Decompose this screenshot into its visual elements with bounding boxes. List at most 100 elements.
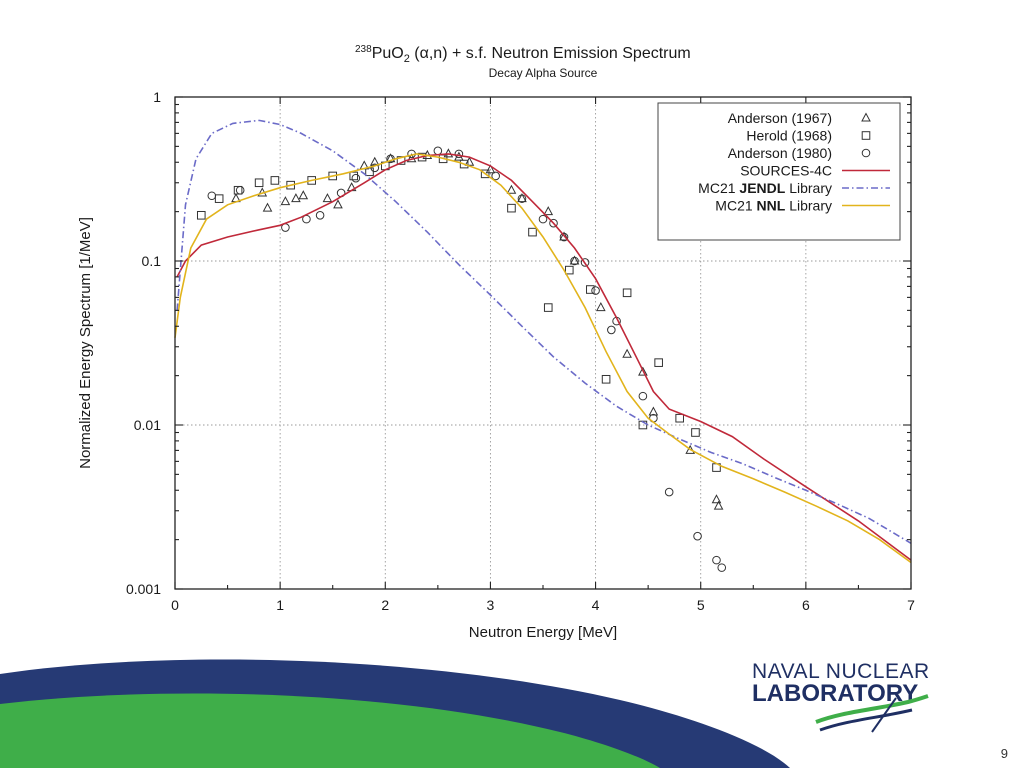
data-point-anderson-1980: [517, 194, 527, 203]
data-point-herold-1968: [196, 210, 206, 220]
data-point-herold-1968: [586, 285, 595, 294]
data-point-anderson-1980: [559, 232, 569, 242]
x-tick-label: 3: [487, 597, 495, 613]
x-tick-label: 7: [907, 597, 915, 613]
chart-subtitle: Decay Alpha Source: [489, 66, 598, 80]
data-point-anderson-1980: [235, 185, 245, 195]
data-point-herold-1968: [675, 413, 684, 423]
data-point-anderson-1967: [485, 164, 496, 174]
data-point-anderson-1980: [549, 218, 558, 228]
title-rest: (α,n) + s.f. Neutron Emission Spectrum: [410, 45, 691, 62]
data-point-anderson-1980: [538, 214, 548, 224]
legend-label: MC21 NNL Library: [715, 198, 832, 214]
title-main: PuO: [372, 45, 404, 62]
footer-green-wave: [0, 693, 660, 768]
data-point-anderson-1967: [280, 196, 291, 206]
y-tick-label: 1: [153, 89, 161, 105]
data-point-herold-1968: [480, 169, 490, 179]
data-point-anderson-1967: [385, 153, 396, 163]
data-point-anderson-1967: [298, 190, 309, 200]
data-point-herold-1968: [601, 374, 611, 384]
data-point-anderson-1967: [638, 366, 648, 376]
data-point-herold-1968: [528, 227, 537, 237]
legend-label: SOURCES-4C: [740, 163, 832, 179]
data-point-anderson-1980: [607, 325, 616, 335]
x-tick-label: 1: [276, 597, 284, 613]
legend-label: Anderson (1980): [728, 145, 832, 161]
data-point-anderson-1967: [291, 193, 301, 203]
data-point-anderson-1980: [491, 171, 500, 181]
footer-wave: [0, 659, 790, 768]
data-point-anderson-1980: [712, 555, 721, 565]
logo-line-1: NAVAL NUCLEAR: [752, 660, 930, 683]
logo-line-2: LABORATORY: [752, 680, 919, 707]
data-point-anderson-1967: [262, 202, 273, 212]
data-point-anderson-1980: [207, 191, 217, 201]
data-point-anderson-1967: [333, 199, 343, 209]
data-point-anderson-1967: [622, 348, 632, 358]
grid: [175, 97, 911, 589]
series-line-mc21-nnl-library: [174, 153, 912, 564]
y-tick-label: 0.1: [142, 253, 162, 269]
legend-marker: [861, 148, 871, 158]
x-tick-label: 2: [381, 597, 389, 613]
data-point-anderson-1980: [638, 391, 648, 401]
data-point-herold-1968: [349, 171, 359, 181]
data-point-anderson-1980: [315, 210, 325, 220]
x-tick-label: 6: [802, 597, 810, 613]
series-line-sources-4c: [176, 153, 912, 561]
data-point-anderson-1967: [517, 193, 527, 203]
data-point-herold-1968: [507, 203, 516, 213]
data-point-anderson-1980: [570, 256, 579, 266]
logo-swoosh-icon: [815, 694, 929, 733]
data-point-anderson-1980: [591, 286, 600, 295]
legend-label: MC21 JENDL Library: [698, 180, 832, 196]
data-point-anderson-1967: [443, 148, 454, 158]
data-point-anderson-1967: [595, 302, 606, 312]
data-point-herold-1968: [233, 185, 243, 195]
data-point-herold-1968: [459, 159, 469, 169]
data-point-anderson-1967: [711, 494, 722, 504]
series-line-mc21-jendl-library: [176, 119, 912, 544]
data-point-anderson-1980: [580, 258, 590, 267]
data-point-anderson-1980: [370, 163, 380, 173]
data-point-anderson-1967: [543, 206, 554, 216]
data-point-anderson-1980: [454, 149, 464, 159]
chart-title: 238PuO2 (α,n) + s.f. Neutron Emission Sp…: [355, 44, 691, 65]
plot-area: [174, 119, 912, 572]
legend: Anderson (1967) Herold (1968)Anderson (19…: [657, 102, 901, 241]
data-point-herold-1968: [691, 428, 700, 437]
x-axis-label: Neutron Energy [MeV]: [469, 624, 617, 640]
data-point-anderson-1967: [569, 255, 580, 265]
data-point-anderson-1980: [717, 563, 727, 572]
data-point-anderson-1967: [713, 500, 724, 510]
data-point-herold-1968: [622, 288, 632, 298]
axis-ticks: 0 1 2 3 4 5 6 7 1 0.1 0.01 0.001: [126, 89, 915, 613]
naval-nuclear-laboratory-logo: NAVAL NUCLEAR LABORATORY: [752, 660, 942, 740]
data-point-herold-1968: [654, 358, 663, 367]
legend-marker: [861, 112, 871, 122]
x-tick-label: 0: [171, 597, 179, 613]
data-point-anderson-1967: [648, 406, 659, 416]
title-subscript: 2: [404, 53, 410, 65]
y-tick-label: 0.001: [126, 581, 161, 597]
x-tick-label: 4: [592, 597, 600, 613]
data-point-anderson-1980: [693, 531, 702, 541]
chart: 238PuO2 (α,n) + s.f. Neutron Emission Sp…: [77, 44, 915, 640]
data-point-anderson-1967: [559, 231, 569, 241]
legend-box: [657, 102, 901, 241]
data-point-herold-1968: [254, 178, 264, 188]
y-tick-label: 0.01: [134, 417, 161, 433]
x-tick-label: 5: [697, 597, 705, 613]
data-point-herold-1968: [543, 303, 553, 312]
page-number: 9: [1000, 746, 1008, 761]
data-point-anderson-1967: [322, 193, 333, 203]
data-point-herold-1968: [214, 194, 224, 203]
legend-label: Anderson (1967): [728, 110, 832, 126]
data-point-anderson-1980: [664, 487, 674, 497]
data-point-anderson-1980: [351, 173, 361, 183]
data-point-herold-1968: [270, 176, 280, 185]
legend-label: Herold (1968): [746, 128, 832, 144]
legend-marker: [861, 131, 871, 140]
data-point-anderson-1980: [433, 146, 443, 156]
